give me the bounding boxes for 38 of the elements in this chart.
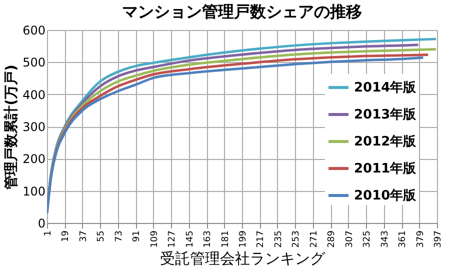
y-tick-label: 0	[38, 216, 46, 230]
x-axis-title: 受託管理会社ランキング	[160, 250, 326, 268]
x-tick-label: 307	[344, 230, 355, 248]
legend-label: 2010年版	[354, 188, 418, 204]
x-tick-label: 217	[256, 230, 266, 248]
y-tick-label: 400	[22, 88, 46, 102]
x-tick-label: 397	[434, 230, 444, 248]
x-tick-label: 37	[78, 230, 89, 242]
y-tick-label: 100	[22, 184, 46, 198]
x-tick-label: 379	[416, 230, 426, 248]
x-tick-label: 199	[238, 230, 248, 248]
x-tick-label: 343	[380, 230, 390, 248]
legend-label: 2011年版	[354, 162, 418, 176]
y-tick-label: 300	[22, 120, 46, 134]
y-axis-title: 管理戸数累計(万戸)	[4, 64, 20, 190]
x-tick-label: 145	[185, 230, 196, 248]
x-tick-label: 127	[168, 230, 178, 248]
x-tick-label: 73	[114, 230, 124, 242]
x-tick-label: 361	[398, 230, 408, 248]
x-tick-label: 325	[362, 230, 373, 248]
x-tick-label: 253	[292, 230, 302, 248]
x-tick-label: 271	[309, 230, 320, 248]
legend-label: 2013年版	[354, 108, 418, 122]
x-tick-label: 163	[203, 230, 214, 248]
x-tick-label: 235	[274, 230, 284, 248]
x-tick-label: 181	[220, 230, 231, 248]
y-tick-label: 500	[22, 56, 46, 70]
y-tick-label: 200	[22, 152, 46, 166]
x-tick-label: 91	[132, 230, 142, 242]
x-tick-label: 1	[44, 230, 54, 236]
legend-label: 2014年版	[354, 80, 418, 96]
x-tick-label: 19	[61, 230, 72, 242]
y-tick-label: 600	[22, 24, 46, 38]
x-tick-label: 289	[327, 230, 338, 248]
chart-title: マンション管理戸数シェアの推移	[122, 2, 362, 21]
legend-label: 2012年版	[354, 134, 418, 150]
x-tick-label: 109	[150, 230, 160, 248]
x-tick-label: 55	[96, 230, 107, 242]
